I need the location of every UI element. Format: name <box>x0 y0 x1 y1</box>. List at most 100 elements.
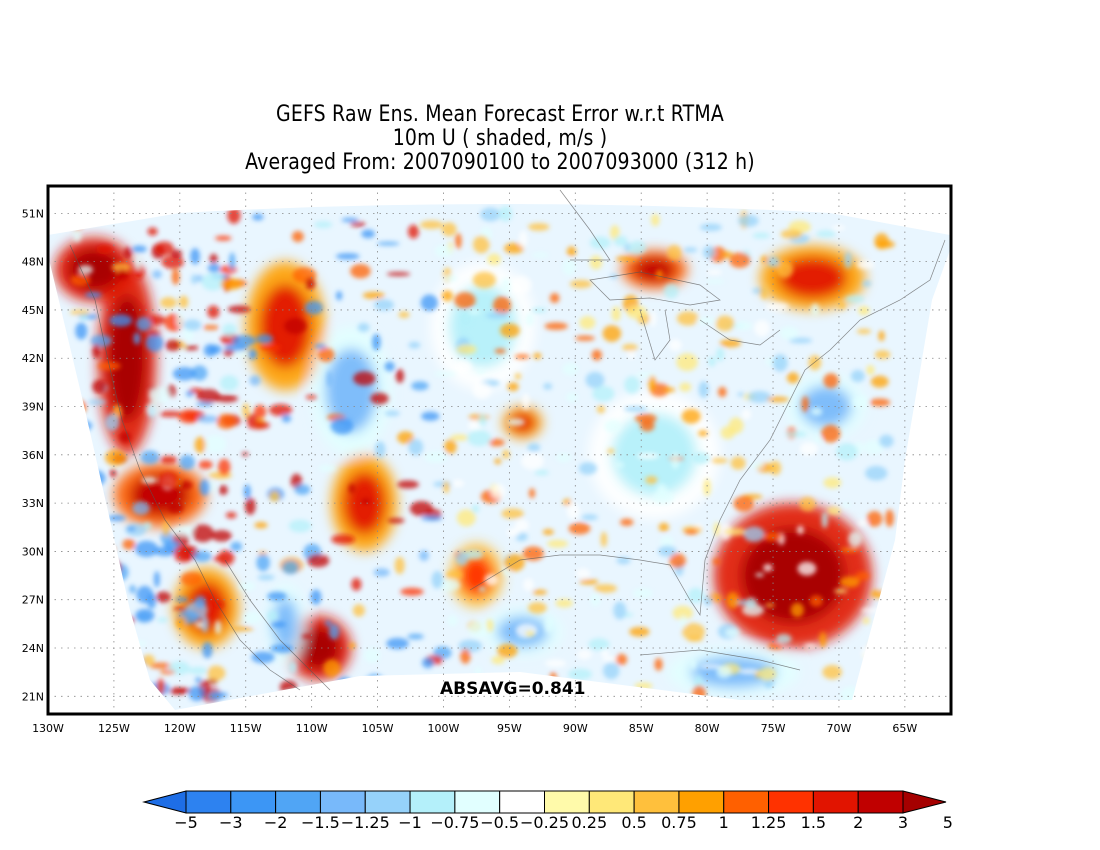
field-speckle <box>528 602 547 614</box>
caribbean-islands-outline <box>639 649 801 671</box>
colorbar-tick-label: 0.25 <box>572 813 608 832</box>
field-speckle <box>514 354 530 360</box>
field-speckle <box>760 255 769 264</box>
field-speckle <box>365 674 385 690</box>
field-speckle <box>212 556 230 562</box>
field-speckle <box>679 615 687 629</box>
field-speckle <box>225 511 237 519</box>
field-speckle <box>521 393 530 410</box>
field-speckle <box>423 451 448 463</box>
field-speckle <box>82 612 100 619</box>
field-speckle <box>767 256 780 268</box>
field-speckle <box>619 518 634 526</box>
lon-tick-label: 115W <box>230 722 262 735</box>
field-speckle <box>408 438 424 456</box>
shaded-error-field <box>48 204 950 710</box>
field-speckle <box>120 616 135 624</box>
field-speckle <box>603 662 620 680</box>
field-speckle <box>797 561 817 576</box>
field-speckle <box>188 685 206 702</box>
colorbar-swatch <box>588 790 635 814</box>
field-speckle <box>700 664 723 669</box>
field-speckle <box>269 490 280 502</box>
field-speckle <box>422 657 434 669</box>
field-speckle <box>762 531 783 542</box>
field-speckle <box>251 651 275 664</box>
field-speckle <box>667 244 682 261</box>
field-speckle <box>711 457 728 464</box>
field-speckle <box>734 321 753 331</box>
absavg-annotation: ABSAVG=0.841 <box>440 679 586 699</box>
field-speckle <box>213 601 225 608</box>
field-speckle <box>215 235 232 241</box>
field-speckle <box>862 280 872 287</box>
field-speckle <box>615 256 639 262</box>
field-speckle <box>663 283 679 299</box>
colorbar-tick-label: −5 <box>174 813 198 832</box>
field-speckle <box>441 290 453 302</box>
field-speckle <box>105 413 120 431</box>
field-speckle <box>357 322 370 332</box>
colorbar-swatch <box>633 790 680 814</box>
field-speckle <box>400 587 424 596</box>
field-speckle <box>203 344 217 357</box>
field-speckle <box>132 245 147 253</box>
field-speckle <box>442 481 450 494</box>
colorbar-swatch <box>275 790 321 814</box>
field-speckle <box>160 297 177 309</box>
colorbar-swatch <box>544 790 590 814</box>
field-speckle <box>444 439 457 455</box>
field-speckle <box>588 638 610 651</box>
field-speckle <box>503 553 525 572</box>
field-speckle <box>870 375 889 388</box>
lon-tick-label: 95W <box>497 722 522 735</box>
field-speckle <box>140 450 160 465</box>
field-speckle <box>330 417 354 435</box>
colorbar-arrow-low <box>142 790 187 814</box>
field-speckle <box>254 521 268 529</box>
field-speckle <box>207 665 226 681</box>
field-speckle <box>869 398 891 407</box>
field-speckle <box>73 400 87 414</box>
lat-tick-label: 33N <box>22 497 44 510</box>
field-speckle <box>844 295 865 303</box>
field-speckle <box>555 452 572 463</box>
field-speckle <box>433 481 453 488</box>
field-speckle <box>317 347 335 363</box>
colorbar-arrow-high <box>902 790 947 814</box>
field-feature-rockies-mixed-negative <box>325 348 377 433</box>
field-speckle <box>699 223 722 232</box>
field-speckle <box>696 316 717 325</box>
field-speckle <box>257 574 275 581</box>
field-speckle <box>702 245 716 259</box>
field-speckle <box>611 306 621 322</box>
field-speckle <box>72 228 82 243</box>
field-speckle <box>132 501 150 516</box>
field-speckle <box>878 330 885 342</box>
field-speckle <box>692 452 711 464</box>
field-speckle <box>656 483 667 496</box>
field-speckle <box>575 568 591 579</box>
field-speckle <box>775 633 792 645</box>
lat-tick-label: 36N <box>22 449 44 462</box>
field-speckle <box>848 531 862 548</box>
field-speckle <box>135 608 155 623</box>
field-speckle <box>562 258 576 276</box>
field-speckle <box>267 591 287 601</box>
colorbar-swatch <box>812 790 859 814</box>
field-speckle <box>100 592 120 598</box>
field-speckle <box>173 544 194 563</box>
field-speckle <box>323 659 341 678</box>
field-speckle <box>187 666 208 675</box>
title-line-3: Averaged From: 2007090100 to 2007093000 … <box>245 150 755 175</box>
field-speckle <box>216 413 236 430</box>
lon-tick-label: 100W <box>428 722 460 735</box>
field-speckle <box>568 522 591 535</box>
field-speckle <box>386 271 411 277</box>
field-speckle <box>84 291 102 298</box>
field-speckle <box>821 424 841 443</box>
field-speckle <box>190 248 200 265</box>
colorbar-tick-label: −0.75 <box>430 813 479 832</box>
field-speckle <box>860 608 882 613</box>
